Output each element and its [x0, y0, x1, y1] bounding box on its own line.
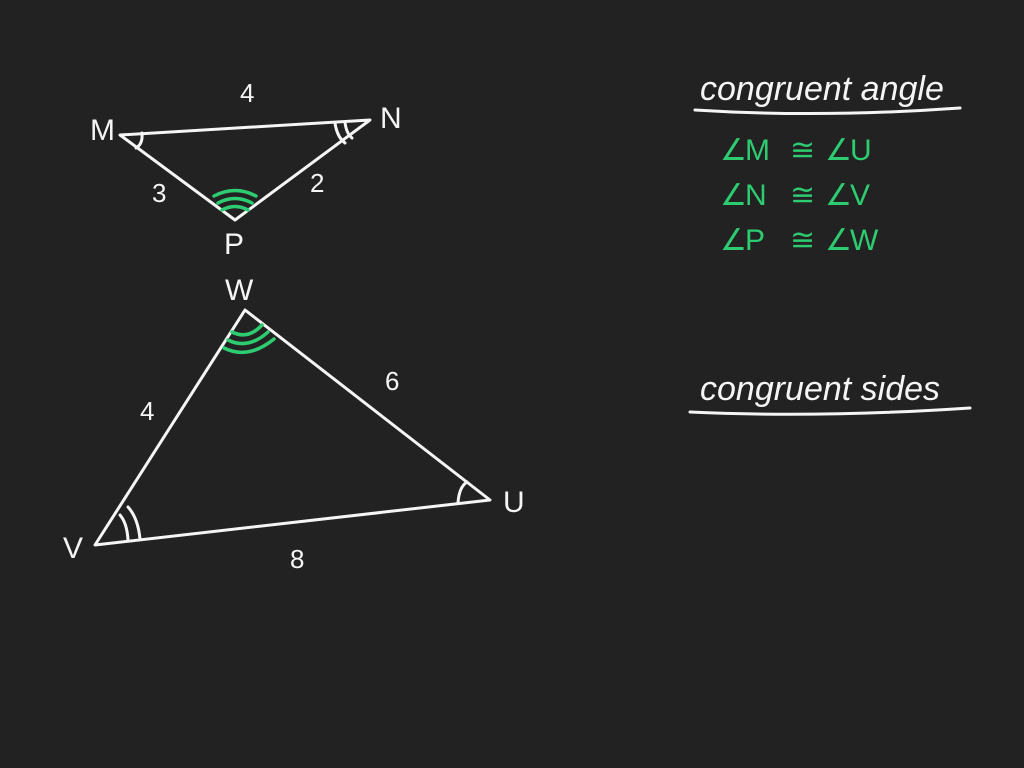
angle-symbol-icon: ∠ — [825, 224, 852, 257]
vertex-v-label: V — [63, 532, 83, 565]
congruence-right-2: V — [850, 179, 870, 212]
vertex-m-label: M — [90, 114, 115, 147]
vertex-p-label: P — [224, 228, 244, 261]
heading-congruent-angle-text: congruent angle — [700, 70, 944, 108]
angle-symbol-icon: ∠ — [720, 224, 747, 257]
congruence-row-3: ∠ P ≅ ∠ W — [720, 224, 879, 257]
heading-congruent-sides: congruent sides — [690, 370, 970, 414]
congruence-row-2: ∠ N ≅ ∠ V — [720, 179, 870, 212]
congruence-row-1: ∠ M ≅ ∠ U — [720, 134, 872, 167]
angle-symbol-icon: ∠ — [720, 179, 747, 212]
angle-mark-p-2 — [218, 199, 252, 204]
angle-mark-v-2 — [128, 507, 140, 539]
congruent-symbol-icon: ≅ — [790, 134, 815, 167]
triangle-wuv-outline — [95, 310, 490, 545]
angle-symbol-icon: ∠ — [825, 179, 852, 212]
geometry-diagram: M N P 4 2 3 W U V 6 4 8 — [0, 0, 1024, 768]
congruent-symbol-icon: ≅ — [790, 224, 815, 257]
angle-mark-u — [458, 482, 467, 503]
vertex-n-label: N — [380, 102, 402, 135]
heading-congruent-sides-text: congruent sides — [700, 370, 940, 408]
side-wv-label: 4 — [140, 396, 154, 426]
triangle-mnp: M N P 4 2 3 — [90, 78, 402, 261]
side-wu-label: 6 — [385, 366, 399, 396]
angle-mark-n-1 — [345, 122, 352, 138]
congruence-left-3: P — [745, 224, 765, 257]
side-mn-label: 4 — [240, 78, 254, 108]
angle-symbol-icon: ∠ — [825, 134, 852, 167]
side-np-label: 2 — [310, 168, 324, 198]
angle-mark-v-1 — [120, 515, 128, 540]
congruent-symbol-icon: ≅ — [790, 179, 815, 212]
angle-mark-w-1 — [232, 325, 262, 335]
angle-symbol-icon: ∠ — [720, 134, 747, 167]
angle-mark-n-2 — [335, 123, 345, 143]
side-mp-label: 3 — [152, 178, 166, 208]
congruence-left-1: M — [745, 134, 770, 167]
vertex-w-label: W — [225, 274, 254, 307]
side-vu-label: 8 — [290, 544, 304, 574]
vertex-u-label: U — [503, 486, 525, 519]
heading-congruent-angle: congruent angle — [695, 70, 960, 114]
angle-mark-p-1 — [222, 207, 248, 211]
triangle-wuv: W U V 6 4 8 — [63, 274, 525, 574]
angle-mark-p-3 — [214, 191, 256, 197]
congruence-right-1: U — [850, 134, 872, 167]
heading-congruent-sides-underline — [690, 408, 970, 414]
congruence-right-3: W — [850, 224, 879, 257]
congruence-list: ∠ M ≅ ∠ U ∠ N ≅ ∠ V ∠ P ≅ ∠ W — [720, 134, 879, 257]
heading-congruent-angle-underline — [695, 108, 960, 114]
congruence-left-2: N — [745, 179, 767, 212]
